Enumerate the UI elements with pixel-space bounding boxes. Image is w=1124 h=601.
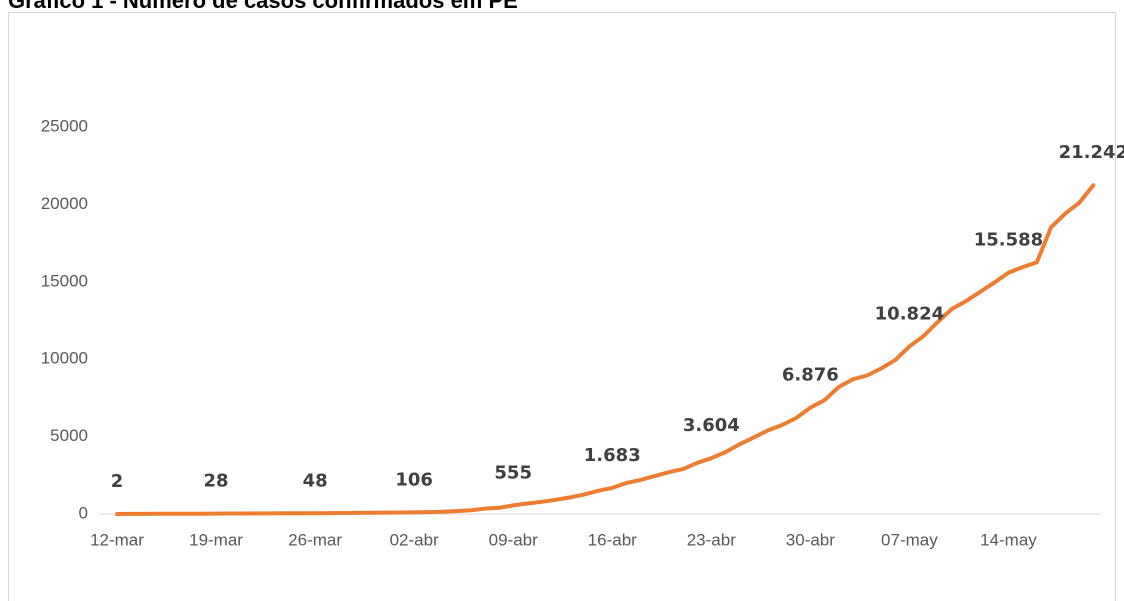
x-tick-label: 14-may: [980, 530, 1037, 549]
chart-title: Gráfico 1 - Número de casos confirmados …: [8, 0, 518, 13]
data-label: 106: [395, 469, 433, 490]
x-tick-label: 16-abr: [588, 530, 637, 549]
x-tick-label: 12-mar: [90, 530, 144, 549]
data-label: 1.683: [584, 445, 641, 466]
data-label: 48: [303, 470, 328, 491]
y-tick-label: 25000: [41, 116, 88, 135]
data-label: 3.604: [683, 415, 740, 436]
data-label: 555: [494, 462, 532, 483]
data-label: 28: [204, 471, 229, 492]
y-tick-label: 15000: [41, 271, 88, 290]
y-tick-label: 5000: [50, 426, 88, 445]
x-tick-label: 30-abr: [786, 530, 835, 549]
line: [115, 183, 1096, 516]
x-tick-label: 09-abr: [489, 530, 538, 549]
x-tick-label: 23-abr: [687, 530, 736, 549]
chart-border: [8, 12, 1116, 601]
data-label: 21.242: [1059, 142, 1124, 163]
x-tick-label: 19-mar: [189, 530, 243, 549]
x-tick-label: 02-abr: [390, 530, 439, 549]
data-label: 15.588: [974, 230, 1043, 251]
y-tick-label: 20000: [41, 194, 88, 213]
x-tick-label: 26-mar: [288, 530, 342, 549]
y-tick-label: 0: [79, 503, 88, 522]
data-label: 6.876: [782, 365, 839, 386]
y-tick-label: 10000: [41, 349, 88, 368]
data-label: 2: [111, 471, 124, 492]
x-tick-label: 07-may: [881, 530, 938, 549]
data-label: 10.824: [875, 303, 944, 324]
